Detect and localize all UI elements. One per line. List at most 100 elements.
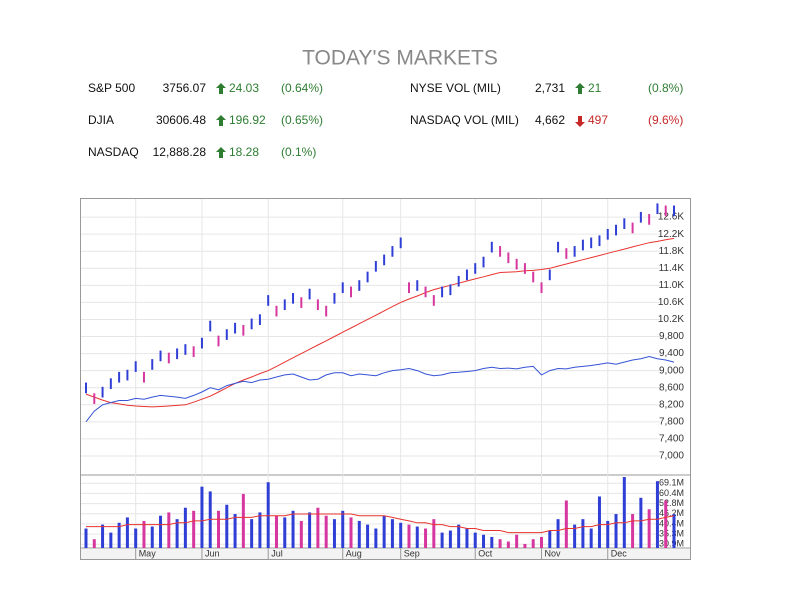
arrow-icon <box>575 83 585 94</box>
volume-bar <box>208 491 212 548</box>
market-percent: (0.64%) <box>281 81 323 95</box>
volume-bar <box>117 522 121 548</box>
x-tick-label: Nov <box>544 548 561 558</box>
y-tick-label: 8,600 <box>659 382 684 393</box>
volume-tick-label: 46.2M <box>659 508 684 518</box>
volume-bar <box>332 519 336 548</box>
arrow-icon <box>575 116 585 127</box>
arrow-icon <box>216 147 226 158</box>
volume-bar <box>639 497 643 548</box>
market-value: 4,662 <box>535 113 565 127</box>
volume-bar <box>84 528 88 548</box>
y-tick-label: 10.2K <box>658 314 684 325</box>
x-tick-label: May <box>139 548 157 558</box>
volume-bar <box>357 520 361 548</box>
y-tick-label: 12.2K <box>658 229 684 240</box>
volume-bar <box>548 530 552 548</box>
volume-bar <box>299 520 303 548</box>
volume-tick-label: 60.4M <box>659 488 684 498</box>
volume-bar <box>200 486 204 548</box>
volume-tick-label: 30.9M <box>659 539 684 549</box>
volume-bar <box>341 510 345 548</box>
volume-bar <box>274 515 278 548</box>
market-name: NASDAQ VOL (MIL) <box>410 113 519 127</box>
volume-bar <box>523 543 527 548</box>
market-value: 12,888.28 <box>153 145 207 159</box>
volume-bar <box>498 539 502 548</box>
volume-bar <box>606 520 610 548</box>
volume-bar <box>473 532 477 548</box>
volume-bar <box>440 532 444 548</box>
volume-bar <box>349 517 353 548</box>
volume-bar <box>424 528 428 548</box>
market-name: DJIA <box>88 113 114 127</box>
x-tick-label: Dec <box>611 548 628 558</box>
x-tick-label: Jun <box>205 548 220 558</box>
volume-bar <box>308 512 312 548</box>
volume-bar <box>415 526 419 548</box>
x-tick-label: Oct <box>478 548 493 558</box>
market-value: 30606.48 <box>156 113 206 127</box>
volume-bar <box>382 515 386 548</box>
volume-bar <box>316 507 320 548</box>
volume-bar <box>506 541 510 548</box>
volume-tick-label: 35.3M <box>659 528 684 538</box>
volume-tick-label: 69.1M <box>659 478 684 488</box>
volume-bar <box>225 504 229 548</box>
y-tick-label: 8,200 <box>659 399 684 410</box>
volume-bar <box>490 536 494 548</box>
market-name: S&P 500 <box>88 81 135 95</box>
volume-bar <box>482 534 486 548</box>
volume-bar <box>664 500 668 548</box>
volume-tick-label: 40.4M <box>659 518 684 528</box>
volume-bar <box>399 522 403 548</box>
volume-bar <box>175 519 179 548</box>
market-value: 2,731 <box>535 81 565 95</box>
x-tick-label: Sep <box>404 548 420 558</box>
volume-bar <box>183 507 187 548</box>
volume-bar <box>192 510 196 548</box>
y-tick-label: 9,000 <box>659 365 684 376</box>
market-change: 24.03 <box>229 81 259 95</box>
volume-bar <box>142 520 146 548</box>
chart-frame <box>80 198 691 560</box>
volume-bar <box>241 493 245 548</box>
y-tick-label: 7,400 <box>659 434 684 445</box>
volume-bar <box>622 477 626 548</box>
market-change: 21 <box>588 81 602 95</box>
y-tick-label: 11.4K <box>659 263 685 274</box>
market-name: NYSE VOL (MIL) <box>410 81 501 95</box>
volume-bar <box>597 496 601 548</box>
volume-bar <box>266 482 270 548</box>
y-tick-label: 9,400 <box>659 348 684 359</box>
x-tick-label: Aug <box>346 548 362 558</box>
volume-bar <box>515 534 519 548</box>
volume-bar <box>448 530 452 548</box>
volume-bar <box>556 519 560 548</box>
volume-bar <box>407 524 411 548</box>
y-tick-label: 10.6K <box>658 297 684 308</box>
market-change: 18.28 <box>229 145 259 159</box>
volume-bar <box>457 524 461 548</box>
volume-bar <box>647 509 651 548</box>
y-tick-label: 7,800 <box>659 416 684 427</box>
volume-bar <box>432 519 436 548</box>
volume-bar <box>159 515 163 548</box>
market-percent: (0.8%) <box>648 81 683 95</box>
volume-bar <box>109 532 113 548</box>
volume-bar <box>92 539 96 548</box>
title: TODAY'S MARKETS <box>302 47 498 70</box>
volume-bar <box>101 524 105 548</box>
market-change: 196.92 <box>229 113 266 127</box>
volume-bar <box>614 514 618 548</box>
volume-bar <box>390 519 394 548</box>
market-change: 497 <box>588 113 608 127</box>
y-tick-label: 9,800 <box>659 331 684 342</box>
y-tick-label: 11.8K <box>659 246 685 257</box>
volume-bar <box>283 517 287 548</box>
volume-bar <box>134 528 138 548</box>
volume-bar <box>233 514 237 548</box>
y-tick-label: 11.0K <box>659 280 685 291</box>
volume-bar <box>672 514 676 548</box>
volume-bar <box>573 524 577 548</box>
